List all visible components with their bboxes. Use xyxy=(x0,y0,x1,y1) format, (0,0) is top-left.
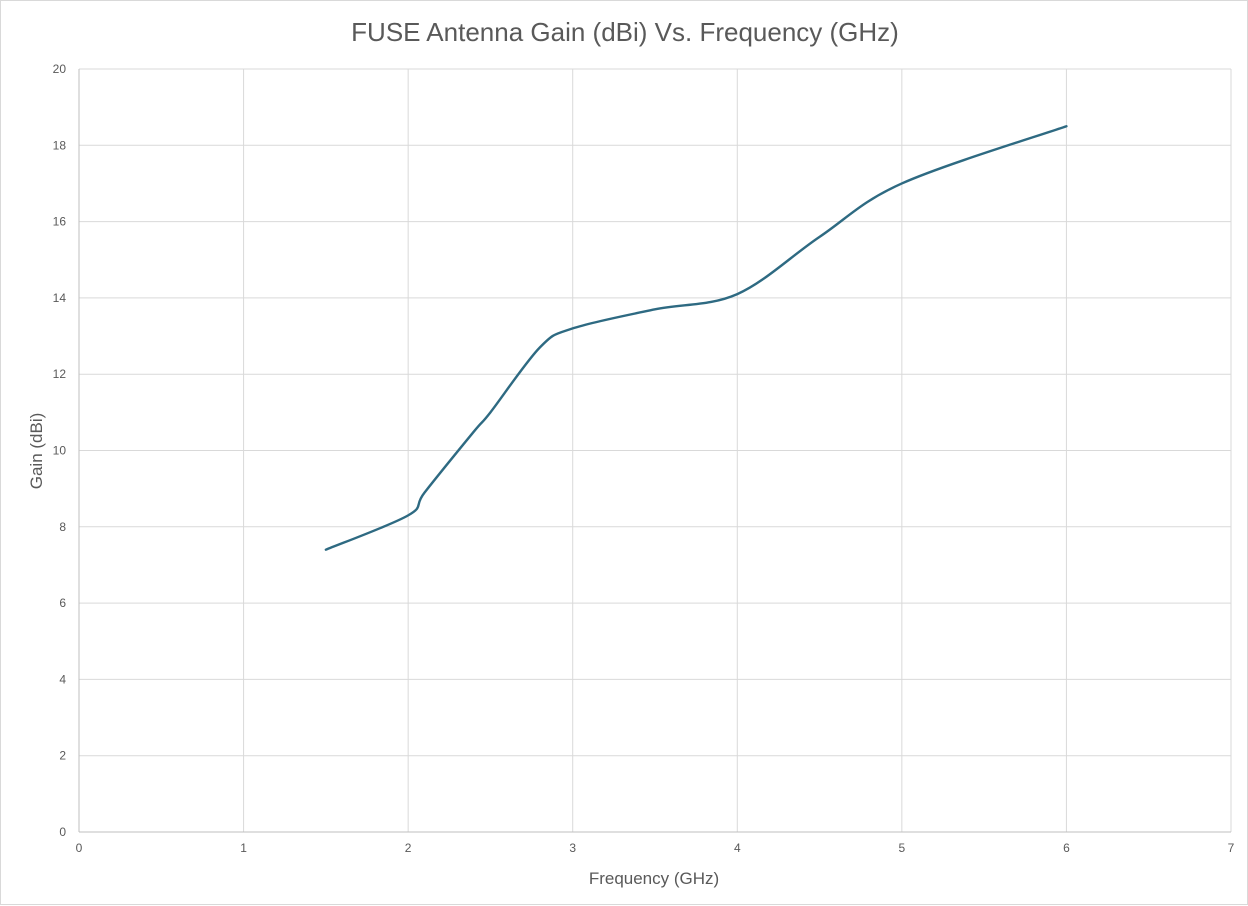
x-tick-labels: 0 1 2 3 4 5 6 7 xyxy=(76,841,1235,855)
y-tick-label: 14 xyxy=(53,291,67,305)
y-axis-title: Gain (dBi) xyxy=(27,413,46,490)
x-axis-title: Frequency (GHz) xyxy=(589,869,719,888)
y-tick-label: 8 xyxy=(59,520,66,534)
y-tick-label: 10 xyxy=(53,444,67,458)
x-tick-label: 2 xyxy=(405,841,412,855)
x-tick-label: 6 xyxy=(1063,841,1070,855)
y-tick-label: 16 xyxy=(53,215,67,229)
y-tick-label: 0 xyxy=(59,825,66,839)
gridlines xyxy=(79,68,1232,832)
chart-title: FUSE Antenna Gain (dBi) Vs. Frequency (G… xyxy=(351,17,899,47)
x-tick-label: 7 xyxy=(1228,841,1235,855)
y-tick-label: 18 xyxy=(53,138,67,152)
series-line xyxy=(324,125,1068,551)
x-tick-label: 0 xyxy=(76,841,83,855)
series-group xyxy=(324,125,1068,551)
x-tick-label: 3 xyxy=(569,841,576,855)
y-tick-label: 20 xyxy=(53,62,67,76)
y-tick-label: 12 xyxy=(53,367,67,381)
x-tick-label: 1 xyxy=(240,841,247,855)
axes xyxy=(78,69,1231,833)
y-tick-label: 6 xyxy=(59,596,66,610)
y-tick-labels: 0 2 4 6 8 10 12 14 16 18 20 xyxy=(53,62,67,839)
y-tick-label: 2 xyxy=(59,749,66,763)
y-tick-label: 4 xyxy=(59,672,66,686)
x-tick-label: 4 xyxy=(734,841,741,855)
x-tick-label: 5 xyxy=(899,841,906,855)
